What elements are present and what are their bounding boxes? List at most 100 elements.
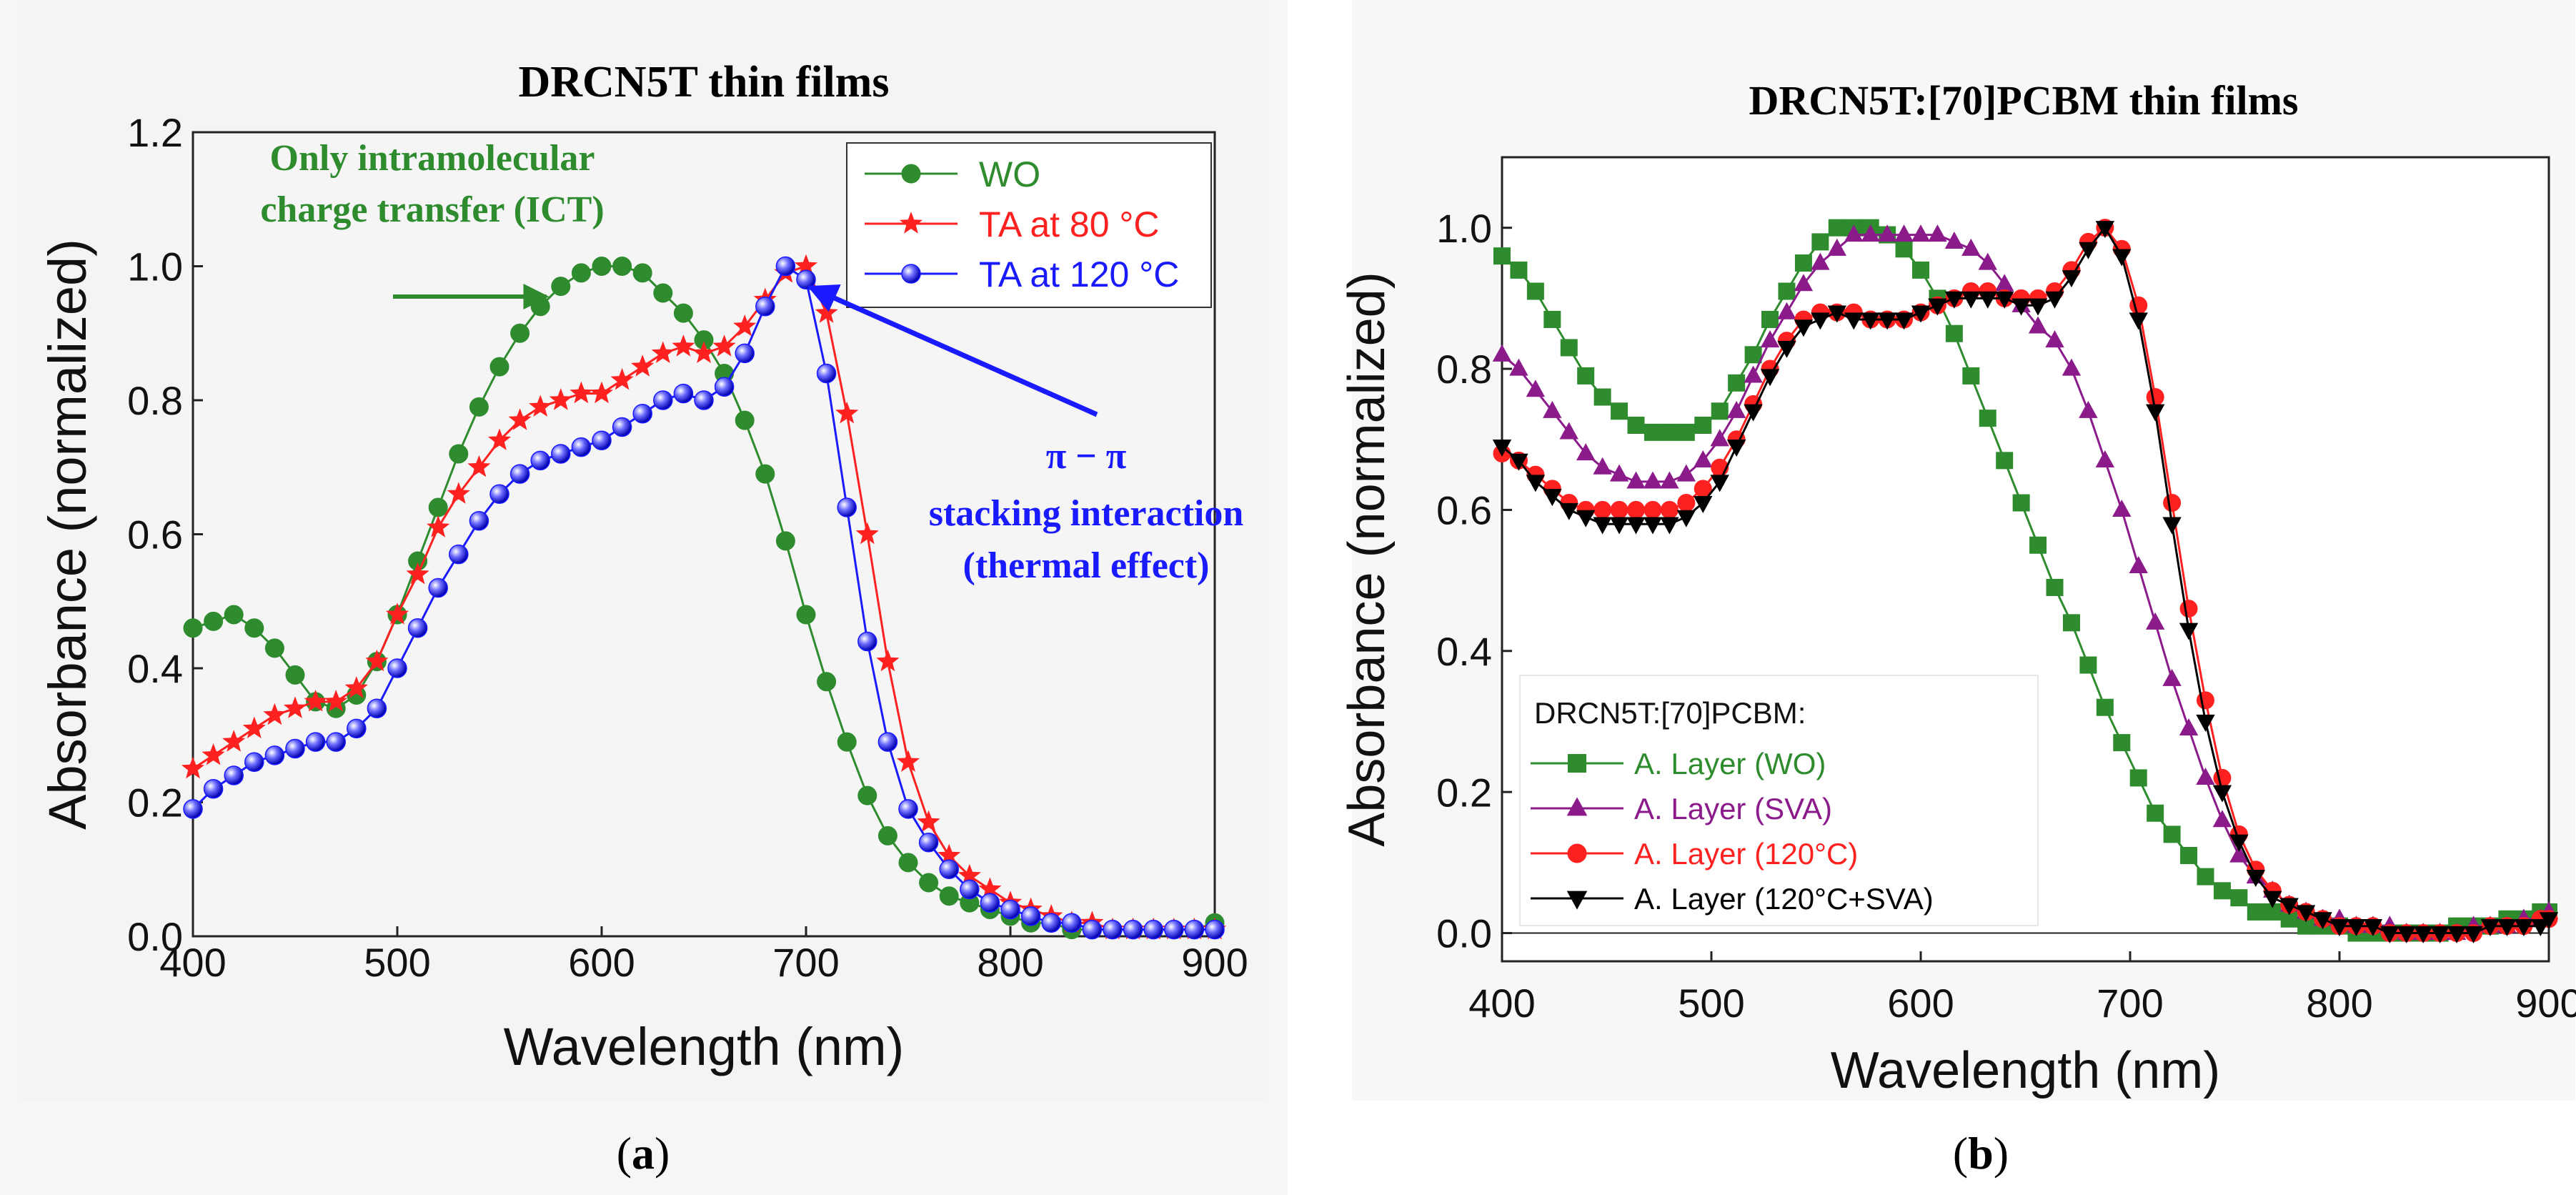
data-point (2296, 905, 2316, 923)
series-line (1501, 226, 2550, 934)
data-point (2179, 718, 2199, 735)
y-tick-label: 0.6 (1436, 488, 1492, 533)
data-point (939, 859, 959, 879)
data-point (1593, 457, 1612, 475)
data-point (1778, 282, 1796, 300)
data-point (592, 257, 612, 276)
y-axis-label: Absorbance (normalized) (1338, 272, 1396, 846)
data-point (2012, 494, 2030, 512)
y-tick-label: 1.0 (127, 244, 183, 289)
data-point (796, 269, 816, 289)
data-point (855, 522, 879, 545)
data-point (244, 752, 264, 772)
data-point (1794, 254, 1812, 272)
data-point (222, 730, 246, 752)
data-point (2179, 600, 2198, 618)
data-point (816, 363, 837, 384)
data-point (735, 343, 755, 364)
data-point (428, 497, 448, 517)
data-point (612, 257, 632, 276)
data-point (1962, 367, 1980, 385)
data-point (1576, 443, 1596, 461)
data-point (1995, 291, 2014, 309)
data-point (1911, 224, 1931, 242)
data-point (1526, 380, 1546, 397)
data-point (898, 799, 918, 819)
data-point (1560, 339, 1578, 357)
y-tick-label: 1.2 (127, 110, 183, 155)
legend: WO TA at 80 °C TA at 120 °C (846, 142, 1212, 308)
x-tick-label: 500 (1678, 981, 1744, 1026)
data-point (775, 256, 796, 277)
data-point (530, 450, 550, 471)
y-tick-label: 1.0 (1436, 206, 1492, 251)
data-point (181, 756, 205, 779)
annotation-pi-line: stacking interaction (929, 493, 1244, 534)
annotation-ict-line: Only intramolecular (270, 138, 595, 179)
data-point (1944, 291, 1964, 309)
data-point (304, 690, 327, 712)
data-point (2514, 919, 2534, 937)
data-point (1062, 913, 1082, 933)
x-tick-label: 400 (159, 940, 226, 985)
data-point (508, 408, 532, 430)
x-tick-label: 600 (1887, 981, 1954, 1026)
panel-label-letter: a (632, 1128, 655, 1179)
chart-title: DRCN5T:[70]PCBM thin films (1749, 77, 2299, 124)
data-point (2062, 358, 2082, 376)
data-point (1979, 410, 1996, 427)
annotation-pi-arrow (807, 284, 1098, 417)
y-tick-label: 0.8 (1436, 347, 1492, 392)
x-axis: 400 500 600 700 800 900 (159, 926, 1248, 985)
data-point (815, 301, 838, 323)
x-tick-label: 900 (1181, 940, 1248, 985)
data-point (857, 631, 877, 652)
data-point (2162, 668, 2182, 686)
data-point (2230, 889, 2248, 907)
data-point (1811, 233, 1829, 251)
data-point (1945, 324, 1963, 342)
data-point (2279, 898, 2299, 916)
data-point (449, 444, 469, 464)
data-point (592, 430, 612, 450)
data-point (755, 297, 775, 317)
data-point (1894, 312, 1914, 330)
data-point (1677, 423, 1695, 441)
series-2 (183, 256, 1225, 940)
data-point (2363, 919, 2383, 937)
data-point (2531, 919, 2550, 937)
data-point (877, 825, 897, 846)
data-point (2313, 912, 2332, 930)
data-point (1643, 423, 1661, 441)
data-point (2414, 926, 2433, 943)
legend-marker (1566, 891, 1588, 910)
data-point (2095, 221, 2115, 239)
data-point (1609, 464, 1629, 482)
data-point (224, 765, 244, 785)
data-point (1576, 510, 1596, 527)
legend-marker (899, 212, 923, 234)
data-point (510, 323, 530, 343)
data-point (1894, 224, 1914, 242)
x-tick-label: 700 (772, 940, 839, 985)
data-point (2062, 614, 2080, 632)
data-point (2196, 714, 2215, 732)
data-point (755, 464, 775, 484)
data-point (1626, 517, 1646, 535)
legend-item: TA at 80 °C (865, 204, 1160, 244)
data-point (1710, 475, 1729, 492)
legend: DRCN5T:[70]PCBM: A. Layer (WO) A. Layer (S… (1519, 675, 2039, 926)
x-tick-label: 600 (568, 940, 635, 985)
legend-box (1519, 675, 2039, 926)
data-point (2028, 316, 2048, 334)
data-point (283, 696, 307, 718)
data-point (939, 886, 959, 906)
series-1 (181, 254, 1227, 940)
data-point (1205, 919, 1225, 940)
data-point (896, 750, 920, 772)
data-point (1996, 452, 2014, 470)
legend-item: A. Layer (120°C+SVA) (1531, 882, 1934, 916)
y-tick-label: 0.2 (1436, 770, 1492, 815)
annotation-ict: Only intramolecular charge transfer (ICT) (260, 138, 605, 309)
panel-label-open: ( (1953, 1128, 1968, 1179)
